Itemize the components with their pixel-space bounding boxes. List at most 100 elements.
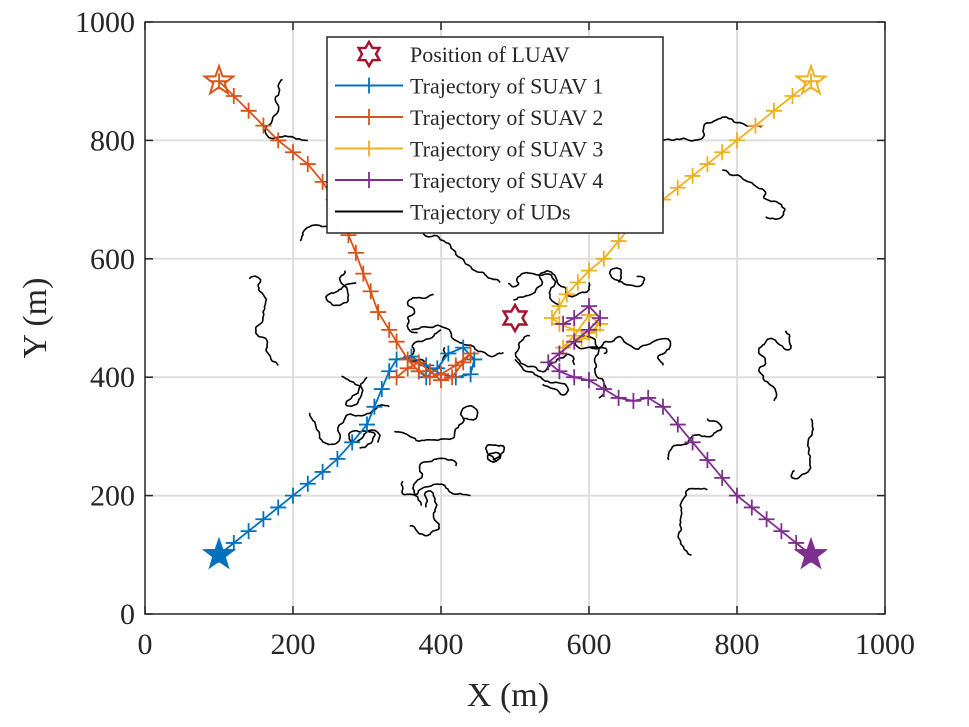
suav-1-point (240, 523, 257, 540)
legend-entry: Trajectory of SUAV 4 (335, 168, 603, 193)
luav-position (501, 302, 529, 334)
suav-4-point (758, 511, 775, 528)
suav-3-point (569, 274, 586, 291)
suav-4-point (729, 487, 745, 504)
legend-label: Position of LUAV (410, 42, 570, 67)
suav-4-point (581, 321, 597, 338)
suav-1-point (359, 416, 375, 433)
suav-2-point (447, 357, 464, 374)
suav-3-point (784, 88, 801, 104)
x-tick-label: 400 (419, 628, 464, 661)
ud-trajectory (757, 330, 792, 402)
suav-2-point (388, 369, 405, 386)
suav-4-series (540, 298, 829, 570)
suav-3-point (699, 156, 716, 173)
y-tick-label: 800 (90, 124, 135, 157)
legend-label: Trajectory of SUAV 4 (410, 168, 603, 193)
suav-2-point (362, 283, 379, 300)
y-tick-label: 0 (120, 598, 135, 631)
ud-trajectory (513, 270, 591, 301)
ud-trajectory (411, 324, 504, 358)
suav-3-point (581, 262, 597, 279)
suav-3-line (550, 80, 812, 349)
suav-1-start-star (201, 536, 237, 570)
ud-trajectory (589, 335, 672, 366)
suav-4-point (592, 310, 609, 326)
suav-3-series (544, 63, 829, 356)
suav-2-point (455, 354, 472, 371)
tick-marks (144, 21, 886, 615)
suav-3-point (669, 179, 686, 196)
suav-1-point (255, 511, 272, 528)
suav-4-point (551, 345, 568, 362)
suav-3-point (610, 233, 627, 250)
suav-3-point (684, 167, 701, 184)
ud-trajectory (341, 375, 368, 408)
suav-2-point (225, 88, 242, 104)
suav-1-point (440, 345, 457, 362)
suav-4-point (788, 534, 805, 551)
ud-trajectory (662, 116, 762, 142)
suav-2-point (255, 117, 272, 134)
legend-plus-marker (361, 140, 377, 157)
suav-4-point (581, 298, 597, 315)
y-tick-label: 400 (90, 361, 135, 394)
legend-entry: Trajectory of UDs (335, 200, 571, 225)
x-tick-label: 200 (271, 628, 316, 661)
suav-2-point (444, 369, 461, 386)
ud-trajectory (507, 271, 560, 307)
suav-3-point (573, 330, 590, 347)
suav-4-point (540, 354, 557, 371)
suav-1-line (218, 346, 476, 556)
legend-label: Trajectory of UDs (410, 200, 571, 225)
suav-1-point (270, 499, 287, 516)
ud-trajectory (394, 404, 479, 443)
suav-3-start-star (793, 63, 829, 96)
suav-1-series (201, 339, 483, 570)
suav-4-point (773, 523, 790, 540)
suav-4-point (684, 434, 701, 451)
suav-3-point (551, 298, 568, 315)
suav-3-point (714, 144, 731, 161)
suav-3-point (595, 250, 612, 267)
y-axis-label: Y (m) (17, 278, 54, 359)
suav-1-point (285, 487, 301, 504)
x-axis-label: X (m) (467, 677, 549, 714)
luav-marker (501, 302, 529, 334)
suav-2-point (370, 304, 387, 321)
suav-4-point (669, 416, 686, 433)
suav-2-point (285, 144, 301, 161)
ud-trajectory (348, 429, 381, 449)
ud-trajectory (409, 490, 441, 537)
ud-trajectory (514, 358, 570, 396)
x-tick-label: 1000 (855, 628, 915, 661)
suav-3-point (558, 286, 575, 303)
suav-2-point (240, 102, 257, 119)
suav-4-point (699, 452, 716, 469)
y-tick-label: 1000 (75, 6, 135, 39)
legend: Position of LUAV Trajectory of SUAV 1 Traj… (326, 36, 664, 234)
ud-trajectory (667, 418, 723, 461)
suav-4-point (555, 315, 572, 332)
ud-trajectory (411, 457, 458, 506)
ud-trajectory (406, 293, 434, 334)
ud-trajectory (514, 334, 576, 373)
legend-plus-marker (361, 109, 377, 125)
suav-2-point (433, 372, 449, 389)
ud-trajectory (248, 275, 279, 366)
suav-1-point (344, 434, 361, 451)
y-tick-label: 600 (90, 243, 135, 276)
x-tick-labels: 0 200 400 600 800 1000 (138, 628, 916, 661)
legend-entry: Trajectory of SUAV 1 (335, 74, 603, 99)
suav-2-start-star (201, 63, 237, 96)
suav-4-point (640, 389, 657, 406)
legend-entry: Trajectory of SUAV 2 (335, 105, 603, 130)
ud-trajectory (608, 267, 646, 288)
y-tick-labels: 0 200 400 600 800 1000 (75, 6, 135, 631)
x-tick-label: 0 (138, 628, 153, 661)
suav-2-point (388, 333, 405, 350)
suav-1-point (329, 450, 346, 467)
suav-4-start-star (793, 536, 829, 570)
legend-plus-marker (361, 172, 377, 188)
